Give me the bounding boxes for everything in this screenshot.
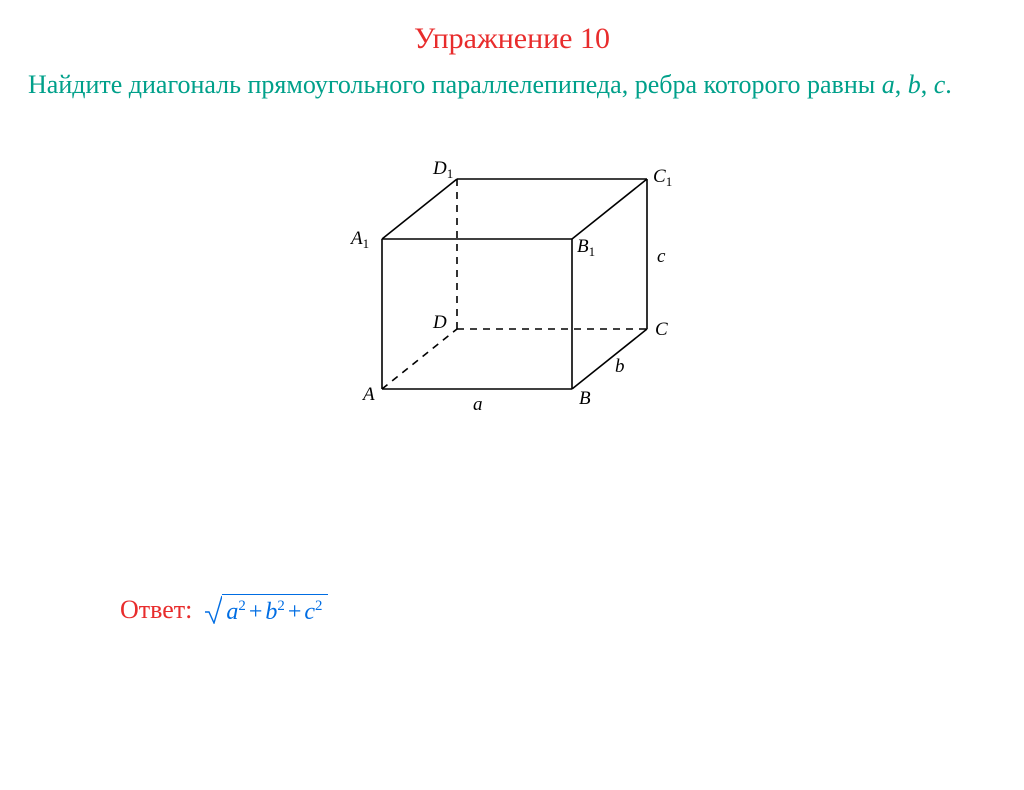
diagram-container: A B C D A1 B1 C1 D1 a b c xyxy=(0,134,1024,439)
svg-text:C1: C1 xyxy=(653,166,672,189)
svg-text:a: a xyxy=(473,394,483,415)
term-c: c xyxy=(304,599,315,625)
answer-label: Ответ: xyxy=(120,595,192,625)
parallelepiped-diagram: A B C D A1 B1 C1 D1 a b c xyxy=(327,134,697,434)
svg-text:A: A xyxy=(361,384,375,405)
exp-b: 2 xyxy=(277,598,284,614)
answer-formula: a2+b2+c2 xyxy=(204,594,328,625)
answer-row: Ответ: a2+b2+c2 xyxy=(120,594,328,625)
comma-1: , xyxy=(895,70,908,99)
var-b: b xyxy=(908,70,921,99)
period: . xyxy=(945,70,952,99)
sqrt-expression: a2+b2+c2 xyxy=(204,594,328,625)
exp-c: 2 xyxy=(315,598,322,614)
exp-a: 2 xyxy=(238,598,245,614)
var-a: a xyxy=(882,70,895,99)
svg-text:c: c xyxy=(657,246,666,267)
plus-1: + xyxy=(246,599,266,625)
svg-text:A1: A1 xyxy=(349,228,369,251)
title-text: Упражнение 10 xyxy=(414,22,610,55)
exercise-title: Упражнение 10 xyxy=(0,22,1024,56)
svg-text:B1: B1 xyxy=(577,236,595,259)
term-a: a xyxy=(226,599,238,625)
radicand: a2+b2+c2 xyxy=(222,594,328,625)
radical-icon xyxy=(204,594,222,624)
svg-text:D: D xyxy=(432,312,447,333)
term-b: b xyxy=(265,599,277,625)
problem-text-1: Найдите диагональ прямоугольного паралле… xyxy=(28,70,882,99)
svg-text:C: C xyxy=(655,319,668,340)
problem-statement: Найдите диагональ прямоугольного паралле… xyxy=(28,66,996,104)
plus-2: + xyxy=(285,599,305,625)
svg-text:b: b xyxy=(615,356,625,377)
svg-text:D1: D1 xyxy=(432,158,453,181)
var-c: c xyxy=(934,70,946,99)
comma-2: , xyxy=(921,70,934,99)
svg-text:B: B xyxy=(579,388,591,409)
